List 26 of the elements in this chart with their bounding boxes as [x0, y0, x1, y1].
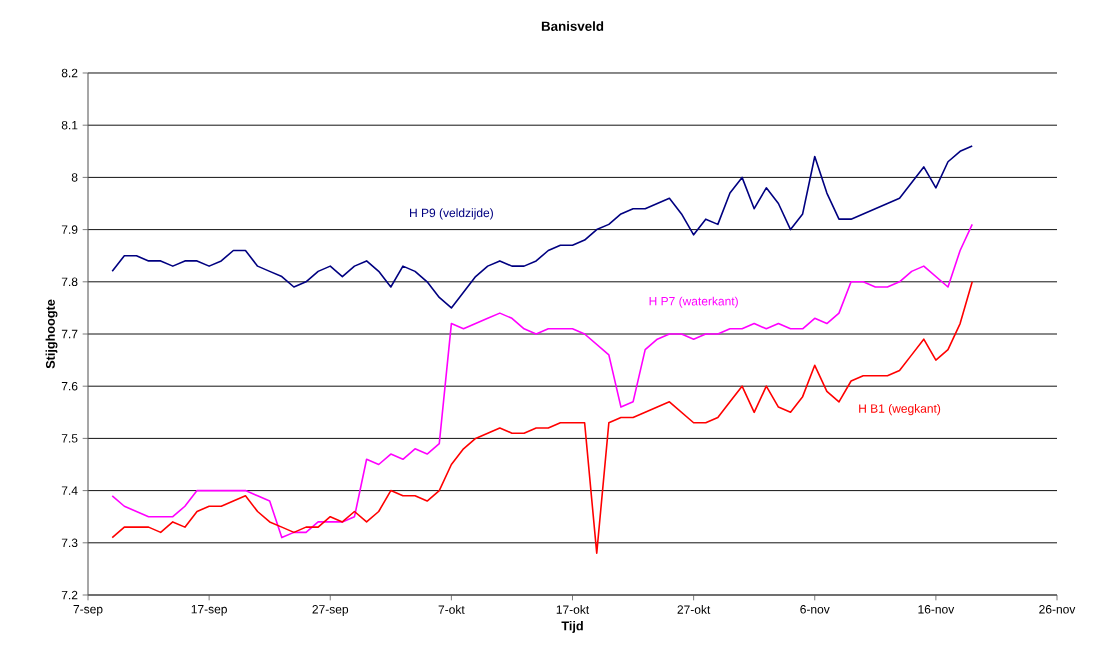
y-tick-label: 8 — [71, 173, 78, 182]
y-axis-title: Stijghoogte — [45, 299, 58, 369]
y-tick-label: 7.5 — [61, 434, 78, 443]
x-tick-label: 7-sep — [73, 605, 103, 616]
y-tick-label: 7.4 — [61, 486, 78, 495]
text: H P9 (veldzijde) — [410, 208, 493, 220]
x-tick-label: 7-okt — [438, 605, 465, 614]
y-tick-label: 8.1 — [61, 120, 78, 130]
y-tick-label: 7.2 — [61, 590, 78, 600]
series-label: H P7 (waterkant) — [649, 296, 738, 308]
x-tick-label: 16-nov — [918, 605, 955, 614]
y-tick-label: 8.2 — [61, 68, 78, 78]
y-tick-label: 7.7 — [61, 329, 78, 339]
x-tick-label: 17-okt — [556, 605, 590, 614]
x-tick-label: 27-okt — [677, 605, 711, 614]
y-tick-label: 7.9 — [61, 225, 78, 234]
y-tick-label: 7.6 — [61, 381, 78, 391]
y-tick-label: 7.3 — [61, 538, 78, 548]
x-tick-label: 26-nov — [1039, 605, 1076, 614]
chart-title: Banisveld — [541, 21, 604, 31]
x-axis-title: Tijd — [561, 621, 583, 633]
x-tick-label: 17-sep — [191, 605, 227, 616]
x-tick-label: 27-sep — [312, 605, 349, 616]
y-tick-label: 7.8 — [61, 277, 78, 287]
x-tick-label: 6-nov — [800, 605, 830, 614]
series-label: H B1 (wegkant) — [859, 403, 941, 416]
